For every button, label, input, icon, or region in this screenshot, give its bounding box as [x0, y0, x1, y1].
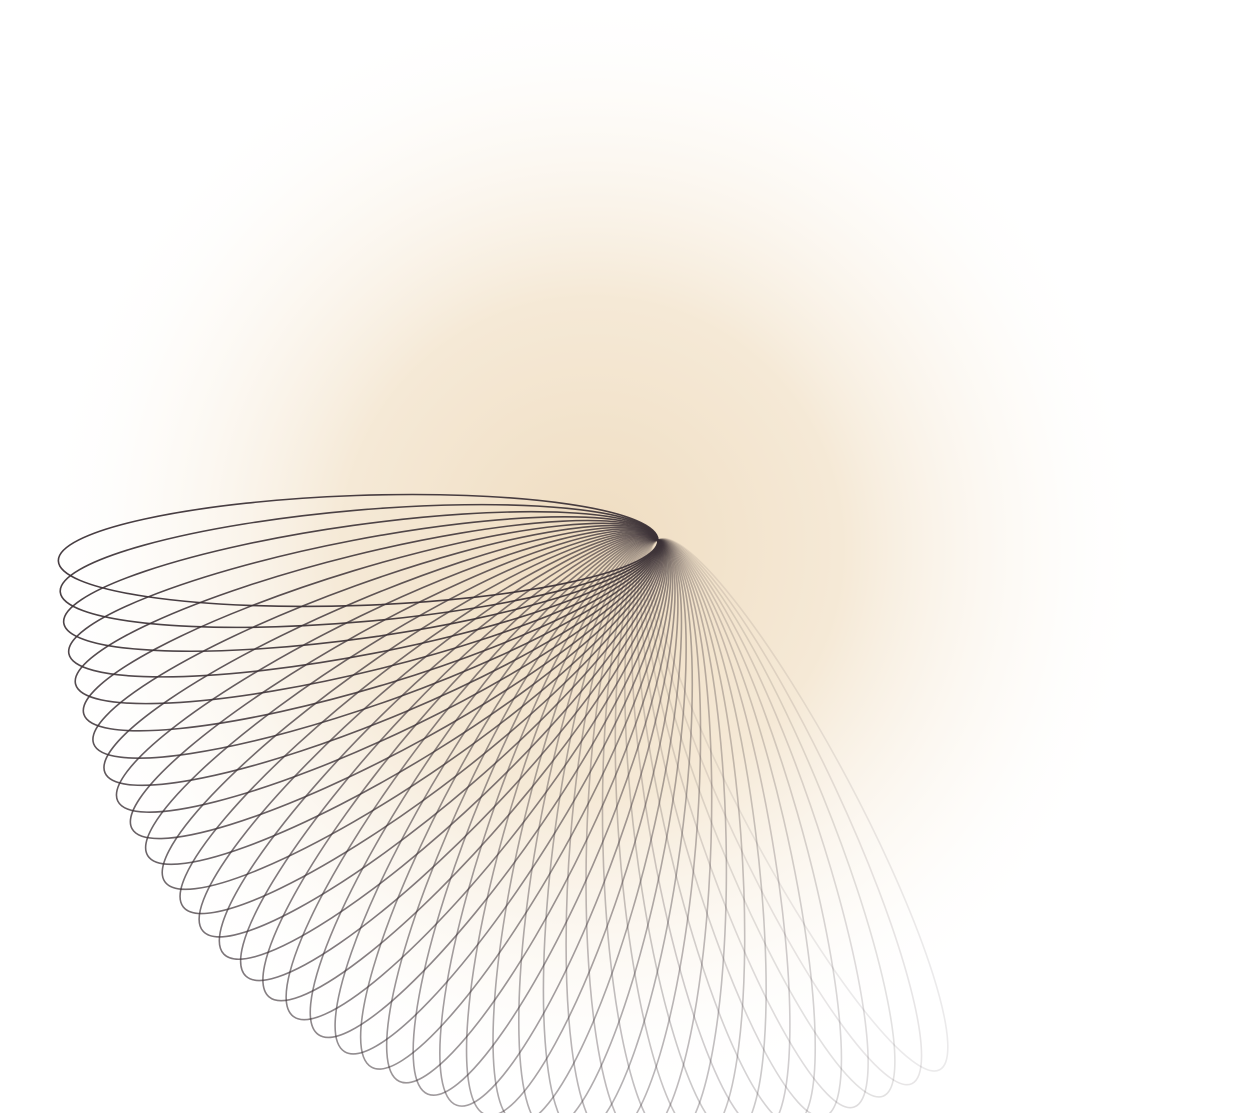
spirograph-ellipse: [601, 539, 728, 1113]
background-glow: [0, 0, 1192, 1108]
spirograph-ellipse: [412, 538, 674, 1096]
spirograph-ellipse: [518, 538, 687, 1113]
spirograph-ellipse: [492, 538, 683, 1113]
spirograph-ellipse: [631, 539, 791, 1113]
spirograph-ellipse: [624, 539, 767, 1113]
spirograph-ellipse: [585, 539, 713, 1113]
spirograph-ellipse: [649, 537, 949, 1072]
spirograph-ellipse: [643, 538, 869, 1109]
spirograph-ellipse: [636, 538, 817, 1113]
spirograph-ellipse: [385, 537, 672, 1084]
spirograph-ellipse: [640, 538, 843, 1113]
spirograph-ellipse: [465, 538, 679, 1113]
spirograph-ellipse: [565, 539, 702, 1113]
ellipse-group: [57, 493, 949, 1113]
spirograph-ellipse: [614, 539, 746, 1113]
spirograph-ellipse: [647, 538, 923, 1086]
spirograph-ellipse: [439, 538, 676, 1107]
spirograph-ellipse: [542, 539, 694, 1113]
spirograph-ellipse: [645, 538, 896, 1098]
